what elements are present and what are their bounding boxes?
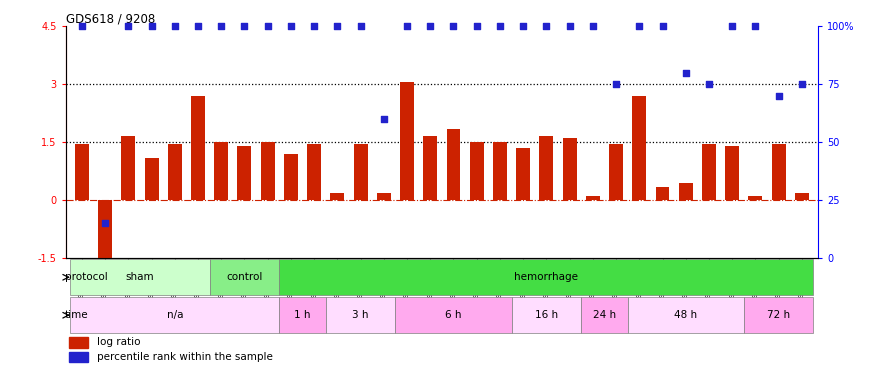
Point (633, 23, 647, 29)
FancyBboxPatch shape (70, 259, 210, 296)
Bar (748, 196, 762, 200)
Point (563, 23, 577, 29)
Bar (377, 194, 391, 200)
FancyBboxPatch shape (70, 297, 279, 333)
Point (284, 23, 298, 29)
Point (655, 23, 669, 29)
Bar (214, 142, 228, 200)
Bar (144, 158, 158, 200)
Text: sham: sham (126, 272, 154, 282)
Text: protocol: protocol (65, 272, 108, 282)
Bar (122, 136, 136, 200)
Text: 3 h: 3 h (353, 310, 369, 320)
Bar (237, 146, 251, 200)
Bar (493, 142, 507, 200)
Text: time: time (65, 310, 88, 320)
Text: 48 h: 48 h (674, 310, 697, 320)
Bar (168, 144, 182, 200)
FancyBboxPatch shape (512, 297, 581, 333)
FancyBboxPatch shape (744, 297, 814, 333)
Point (539, 23, 553, 29)
Bar (586, 196, 599, 200)
Bar (424, 136, 438, 200)
Point (307, 23, 321, 29)
Point (261, 23, 275, 29)
Bar (98, 200, 112, 268)
Bar (655, 187, 669, 200)
Bar (307, 144, 321, 200)
Text: 1 h: 1 h (294, 310, 311, 320)
Bar (354, 144, 367, 200)
Point (794, 81, 808, 87)
Point (168, 23, 182, 29)
Bar (609, 144, 623, 200)
Bar (400, 82, 414, 200)
Point (122, 23, 136, 29)
Bar (725, 146, 739, 200)
Bar (446, 129, 460, 200)
Point (98, 220, 112, 226)
Point (493, 23, 507, 29)
Text: GDS618 / 9208: GDS618 / 9208 (66, 12, 155, 25)
Text: control: control (227, 272, 262, 282)
Bar (539, 136, 553, 200)
Text: 6 h: 6 h (445, 310, 462, 320)
Bar (794, 194, 808, 200)
FancyBboxPatch shape (279, 259, 814, 296)
Point (354, 23, 367, 29)
Bar (633, 96, 647, 200)
Text: 72 h: 72 h (767, 310, 790, 320)
Bar (69, 352, 88, 362)
Point (400, 23, 414, 29)
Bar (679, 183, 693, 200)
Point (516, 23, 530, 29)
Bar (331, 192, 345, 200)
FancyBboxPatch shape (210, 259, 279, 296)
Point (609, 81, 623, 87)
Point (702, 81, 716, 87)
FancyBboxPatch shape (581, 297, 627, 333)
Text: n/a: n/a (166, 310, 183, 320)
Bar (261, 142, 275, 200)
Point (748, 23, 762, 29)
Bar (772, 144, 786, 200)
Point (725, 23, 739, 29)
Point (237, 23, 251, 29)
Point (470, 23, 484, 29)
Point (446, 23, 460, 29)
Bar (516, 148, 530, 200)
FancyBboxPatch shape (279, 297, 326, 333)
Point (377, 116, 391, 122)
Text: percentile rank within the sample: percentile rank within the sample (97, 352, 273, 362)
Point (191, 23, 205, 29)
Bar (69, 337, 88, 348)
Text: hemorrhage: hemorrhage (514, 272, 578, 282)
Bar (470, 142, 484, 200)
Text: 24 h: 24 h (593, 310, 616, 320)
Bar (191, 96, 205, 200)
Point (772, 93, 786, 99)
Bar (563, 138, 577, 200)
FancyBboxPatch shape (396, 297, 512, 333)
FancyBboxPatch shape (627, 297, 744, 333)
Bar (284, 154, 298, 200)
FancyBboxPatch shape (326, 297, 396, 333)
Point (586, 23, 600, 29)
Point (679, 70, 693, 76)
Point (75, 23, 89, 29)
Point (144, 23, 158, 29)
Point (331, 23, 345, 29)
Bar (702, 144, 716, 200)
Text: 16 h: 16 h (535, 310, 558, 320)
Text: log ratio: log ratio (97, 338, 141, 348)
Bar (75, 144, 89, 200)
Point (214, 23, 228, 29)
Point (424, 23, 438, 29)
